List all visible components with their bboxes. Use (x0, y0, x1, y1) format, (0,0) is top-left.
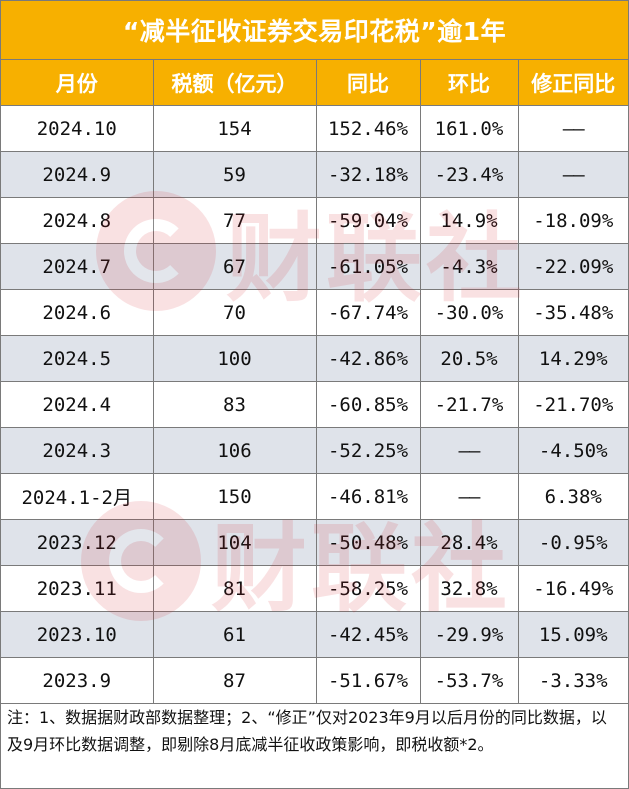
header-yoy: 同比 (315, 60, 421, 106)
table-row: 2024.10 154 152.46% 161.0% —— (1, 105, 628, 152)
table-row: 2023.9 87 -51.67% -53.7% -3.33% (1, 657, 628, 704)
cell-month: 2024.3 (1, 427, 154, 474)
cell-yoy: -60.85% (315, 381, 421, 428)
cell-yoy: -67.74% (315, 289, 421, 336)
cell-mom: 28.4% (419, 519, 519, 566)
table-row: 2024.7 67 -61.05% -4.3% -22.09% (1, 243, 628, 290)
cell-month: 2024.4 (1, 381, 154, 428)
data-table: 月份 税额（亿元） 同比 环比 修正同比 2024.10 154 152.46% 16… (1, 60, 628, 704)
cell-month: 2023.10 (1, 611, 154, 658)
cell-adjusted-yoy: 14.29% (517, 335, 628, 382)
cell-tax-amount: 59 (152, 151, 317, 198)
cell-adjusted-yoy: -0.95% (517, 519, 628, 566)
cell-adjusted-yoy: -22.09% (517, 243, 628, 290)
footnote: 注：1、数据据财政部数据整理；2、“修正”仅对2023年9月以后月份的同比数据，… (7, 708, 607, 754)
cell-tax-amount: 61 (152, 611, 317, 658)
table-row: 2023.10 61 -42.45% -29.9% 15.09% (1, 611, 628, 658)
cell-tax-amount: 104 (152, 519, 317, 566)
header-month: 月份 (1, 60, 154, 106)
cell-mom: 20.5% (419, 335, 519, 382)
cell-yoy: -58.25% (315, 565, 421, 612)
cell-adjusted-yoy: -35.48% (517, 289, 628, 336)
cell-mom: 14.9% (419, 197, 519, 244)
table-row: 2024.4 83 -60.85% -21.7% -21.70% (1, 381, 628, 428)
cell-adjusted-yoy: —— (517, 151, 628, 198)
cell-month: 2024.6 (1, 289, 154, 336)
cell-adjusted-yoy: -21.70% (517, 381, 628, 428)
cell-tax-amount: 100 (152, 335, 317, 382)
table-header-row: 月份 税额（亿元） 同比 环比 修正同比 (1, 60, 628, 106)
cell-mom: 32.8% (419, 565, 519, 612)
cell-adjusted-yoy: 15.09% (517, 611, 628, 658)
table-row: 2023.11 81 -58.25% 32.8% -16.49% (1, 565, 628, 612)
cell-yoy: -59.04% (315, 197, 421, 244)
cell-adjusted-yoy: -4.50% (517, 427, 628, 474)
cell-tax-amount: 70 (152, 289, 317, 336)
cell-mom: -21.7% (419, 381, 519, 428)
cell-mom: -4.3% (419, 243, 519, 290)
cell-mom: -29.9% (419, 611, 519, 658)
table-body: 2024.10 154 152.46% 161.0% —— 2024.9 59 -32.18%… (1, 105, 628, 704)
cell-yoy: -52.25% (315, 427, 421, 474)
table-title: “减半征收证券交易印花税”逾1年 (1, 1, 628, 60)
cell-tax-amount: 150 (152, 473, 317, 520)
table-row: 2023.12 104 -50.48% 28.4% -0.95% (1, 519, 628, 566)
cell-yoy: -42.86% (315, 335, 421, 382)
cell-month: 2024.10 (1, 105, 154, 152)
cell-mom: —— (419, 427, 519, 474)
cell-yoy: -51.67% (315, 657, 421, 704)
table-row: 2024.8 77 -59.04% 14.9% -18.09% (1, 197, 628, 244)
cell-month: 2024.1-2月 (1, 473, 154, 520)
cell-adjusted-yoy: -3.33% (517, 657, 628, 704)
cell-month: 2024.7 (1, 243, 154, 290)
cell-adjusted-yoy: -16.49% (517, 565, 628, 612)
cell-tax-amount: 154 (152, 105, 317, 152)
cell-month: 2024.9 (1, 151, 154, 198)
cell-yoy: -32.18% (315, 151, 421, 198)
table-row: 2024.3 106 -52.25% —— -4.50% (1, 427, 628, 474)
table-row: 2024.9 59 -32.18% -23.4% —— (1, 151, 628, 198)
cell-tax-amount: 67 (152, 243, 317, 290)
cell-mom: -53.7% (419, 657, 519, 704)
table-row: 2024.5 100 -42.86% 20.5% 14.29% (1, 335, 628, 382)
cell-tax-amount: 87 (152, 657, 317, 704)
cell-adjusted-yoy: —— (517, 105, 628, 152)
cell-tax-amount: 81 (152, 565, 317, 612)
cell-month: 2023.9 (1, 657, 154, 704)
cell-yoy: -50.48% (315, 519, 421, 566)
cell-yoy: -42.45% (315, 611, 421, 658)
cell-month: 2024.5 (1, 335, 154, 382)
cell-tax-amount: 83 (152, 381, 317, 428)
header-adjusted-yoy: 修正同比 (517, 60, 628, 106)
table-row: 2024.6 70 -67.74% -30.0% -35.48% (1, 289, 628, 336)
cell-tax-amount: 106 (152, 427, 317, 474)
cell-mom: —— (419, 473, 519, 520)
cell-month: 2024.8 (1, 197, 154, 244)
cell-yoy: -61.05% (315, 243, 421, 290)
cell-month: 2023.12 (1, 519, 154, 566)
cell-adjusted-yoy: 6.38% (517, 473, 628, 520)
header-mom: 环比 (419, 60, 519, 106)
cell-mom: 161.0% (419, 105, 519, 152)
cell-mom: -23.4% (419, 151, 519, 198)
header-tax-amount: 税额（亿元） (152, 60, 317, 106)
table-row: 2024.1-2月 150 -46.81% —— 6.38% (1, 473, 628, 520)
cell-yoy: -46.81% (315, 473, 421, 520)
cell-mom: -30.0% (419, 289, 519, 336)
cell-yoy: 152.46% (315, 105, 421, 152)
cell-tax-amount: 77 (152, 197, 317, 244)
cell-adjusted-yoy: -18.09% (517, 197, 628, 244)
cell-month: 2023.11 (1, 565, 154, 612)
